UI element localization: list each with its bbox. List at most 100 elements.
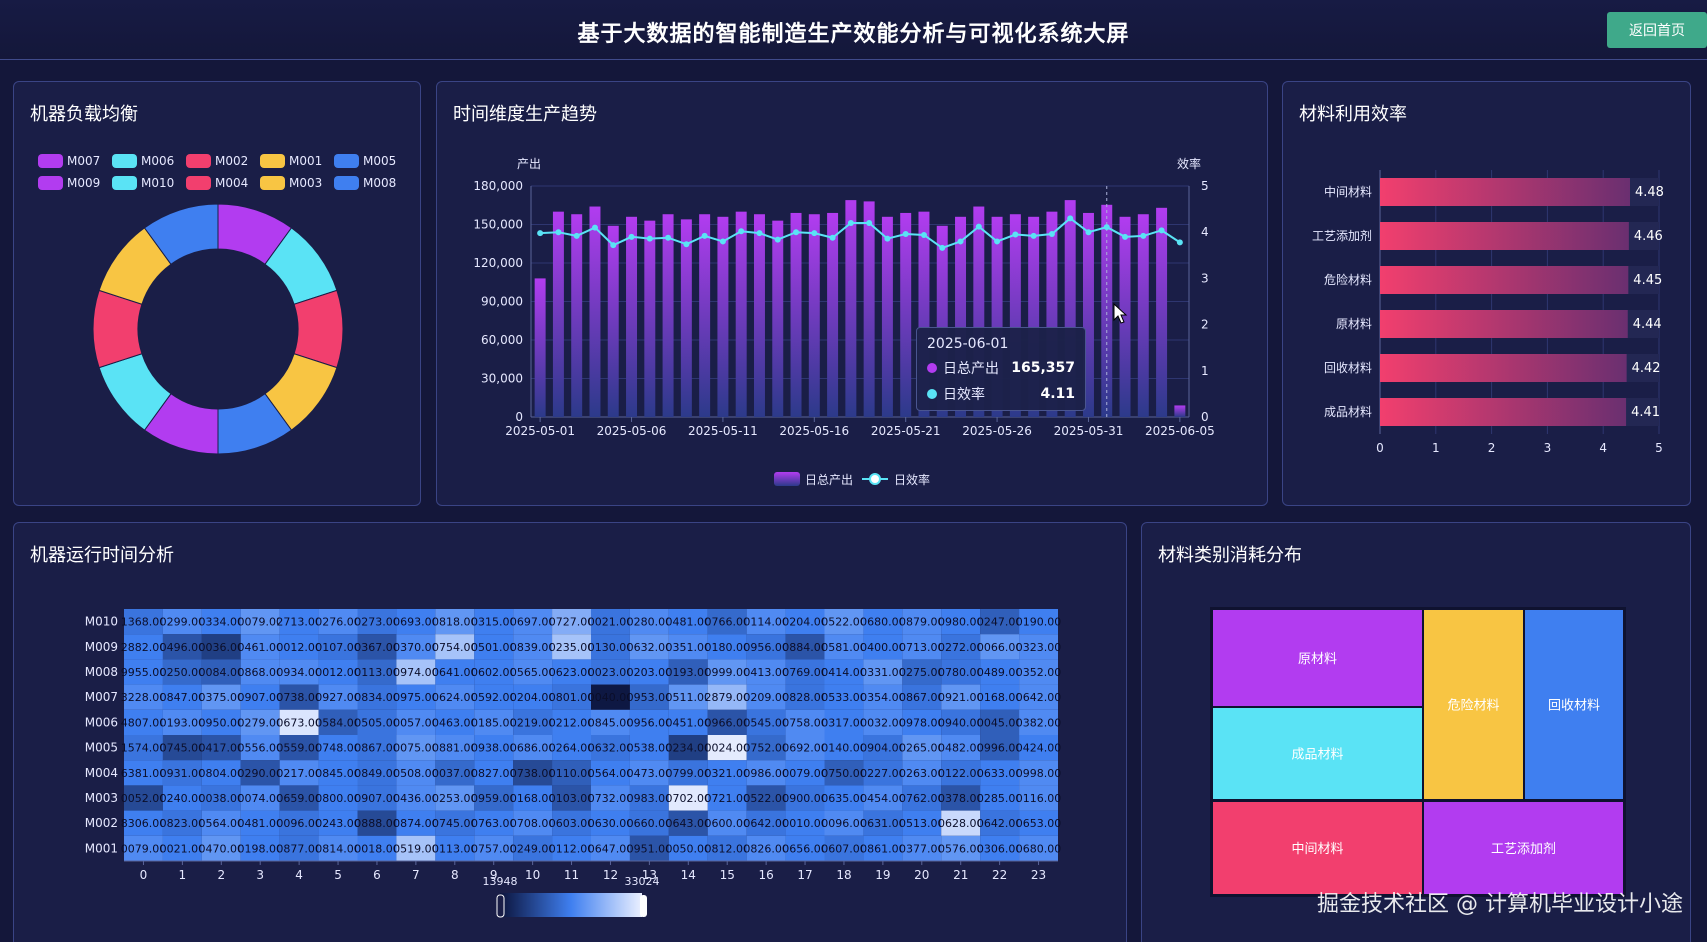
heatmap-cell-label: 0276.00 — [315, 616, 361, 629]
heatmap-cell — [785, 659, 825, 685]
heatmap-cell — [629, 785, 669, 811]
legend-item-m009[interactable]: M009 — [38, 176, 112, 190]
heatmap-cell-label: 0461.00 — [237, 641, 283, 654]
efficiency-line — [540, 217, 1181, 250]
heatmap-cell-label: 0907.00 — [354, 792, 400, 805]
heatmap-cell — [591, 785, 630, 811]
heatmap-cell-label: 0576.00 — [938, 842, 984, 855]
treemap-cell-label: 中间材料 — [1291, 842, 1343, 857]
heatmap-cell-label: 9955.00 — [121, 666, 167, 679]
output-dot-icon — [927, 363, 937, 373]
heatmap-cell-label: 3228.00 — [121, 691, 167, 704]
heatmap-cell-label: 0021.00 — [160, 842, 206, 855]
heatmap-cell-label: 0103.00 — [549, 792, 595, 805]
heatmap-cell-label: 0209.00 — [743, 691, 789, 704]
heatmap-cell-label: 0643.00 — [666, 817, 712, 830]
legend-item-m004[interactable]: M004 — [186, 176, 260, 190]
donut-slice-m008 — [143, 203, 219, 265]
heatmap-cell-label: 0079.00 — [782, 767, 828, 780]
heatmap-cell-label: 0217.00 — [276, 767, 322, 780]
heatmap-cell-label: 0635.00 — [821, 792, 867, 805]
heatmap-cell — [435, 810, 475, 836]
trend-bar — [735, 211, 747, 417]
heatmap-cell-label: 0713.00 — [899, 641, 945, 654]
legend-item-m007[interactable]: M007 — [38, 154, 112, 168]
heatmap-cell — [279, 659, 319, 685]
heatmap-cell — [668, 735, 708, 761]
heatmap-cell-label: 0953.00 — [627, 691, 673, 704]
trend-bar — [552, 211, 564, 417]
runtime-panel: 机器运行时间分析 M010 1368.00 0299.00 0334.00 0079.0… — [13, 522, 1127, 942]
heatmap-cell — [474, 760, 514, 786]
heatmap-cell-label: 0096.00 — [821, 817, 867, 830]
heatmap-col-label: 9 — [490, 868, 498, 882]
heatmap-cell — [707, 659, 747, 685]
header-bar: 基于大数据的智能制造生产效能分析与可视化系统大屏 返回首页 — [0, 0, 1707, 60]
heatmap-cell — [863, 835, 903, 861]
heatmap-cell — [513, 835, 553, 861]
heatmap-cell — [629, 709, 669, 735]
heatmap-cell — [746, 785, 786, 811]
legend-row: M007 M006 M002 M001 M005 — [38, 154, 418, 168]
legend-item-m006[interactable]: M006 — [112, 154, 186, 168]
heatmap-cell — [357, 634, 397, 660]
heatmap-cell — [629, 659, 669, 685]
eff-x-tick-label: 5 — [1655, 441, 1663, 455]
heatmap-cell-label: 0275.00 — [899, 666, 945, 679]
heatmap-cell-label: 0481.00 — [237, 817, 283, 830]
efficiency-point — [1085, 229, 1092, 236]
heatmap-cell-label: 0235.00 — [549, 641, 595, 654]
legend-item-m005[interactable]: M005 — [334, 154, 408, 168]
heatmap-cell — [824, 835, 864, 861]
efficiency-point — [683, 241, 690, 248]
heatmap-cell — [279, 709, 319, 735]
treemap-cell — [1213, 610, 1422, 706]
heatmap-cell — [513, 659, 553, 685]
heatmap-cell — [474, 609, 514, 635]
legend-item-m008[interactable]: M008 — [334, 176, 408, 190]
heatmap-cell — [552, 835, 591, 861]
legend-item-m010[interactable]: M010 — [112, 176, 186, 190]
heatmap-cell — [162, 659, 202, 685]
heatmap-cell-label: 0122.00 — [938, 767, 984, 780]
legend-item-m002[interactable]: M002 — [186, 154, 260, 168]
back-home-button[interactable]: 返回首页 — [1607, 12, 1707, 48]
treemap-cell-label: 工艺添加剂 — [1491, 842, 1556, 857]
heatmap-cell-label: 0351.00 — [666, 641, 712, 654]
heatmap-cell-label: 0413.00 — [743, 666, 789, 679]
trend-bar — [845, 200, 857, 417]
heatmap-cell-label: 0592.00 — [471, 691, 517, 704]
heatmap-cell-label: 0888.00 — [354, 817, 400, 830]
efficiency-point — [1048, 231, 1055, 238]
heatmap-col-label: 6 — [373, 868, 381, 882]
trend-bar — [1174, 405, 1186, 417]
heatmap-row-label: M005 — [85, 741, 118, 755]
heatmap-cell-label: 0273.00 — [354, 616, 400, 629]
heatmap-cell-label: 0834.00 — [354, 691, 400, 704]
legend-item-m001[interactable]: M001 — [260, 154, 334, 168]
heatmap-cell — [162, 684, 202, 710]
eff-value-label: 4.48 — [1635, 185, 1664, 200]
heatmap-cell-label: 0938.00 — [471, 742, 517, 755]
heatmap-col-label: 10 — [525, 868, 540, 882]
heatmap-cell — [124, 659, 163, 685]
heatmap-cell — [552, 609, 591, 635]
heatmap-cell — [863, 760, 903, 786]
heatmap-cell-label: 0114.00 — [743, 616, 789, 629]
eff-value-label: 4.45 — [1633, 273, 1662, 288]
material-efficiency-panel: 材料利用效率 0 1 2 3 4 5 中间材料 4.48 工艺添加剂 4.46 危险材料 4.45 原材… — [1282, 81, 1691, 506]
heatmap-col-label: 14 — [681, 868, 696, 882]
legend-item-m003[interactable]: M003 — [260, 176, 334, 190]
heatmap-cell — [746, 634, 786, 660]
heatmap-cell — [785, 709, 825, 735]
machine-load-panel: 机器负载均衡 M007 M006 M002 M001 M005 M009 M010 M004 M… — [13, 81, 421, 506]
trend-bar — [1064, 200, 1076, 417]
tooltip-eff-value: 4.11 — [1040, 386, 1075, 402]
heatmap-cell — [435, 785, 475, 811]
heatmap-cell-label: 0632.00 — [588, 742, 634, 755]
trend-bar — [1119, 216, 1131, 417]
heatmap-cell-label: 0762.00 — [899, 792, 945, 805]
heatmap-cell — [980, 684, 1020, 710]
heatmap-cell — [980, 735, 1020, 761]
heatmap-cell-label: 0975.00 — [393, 691, 439, 704]
